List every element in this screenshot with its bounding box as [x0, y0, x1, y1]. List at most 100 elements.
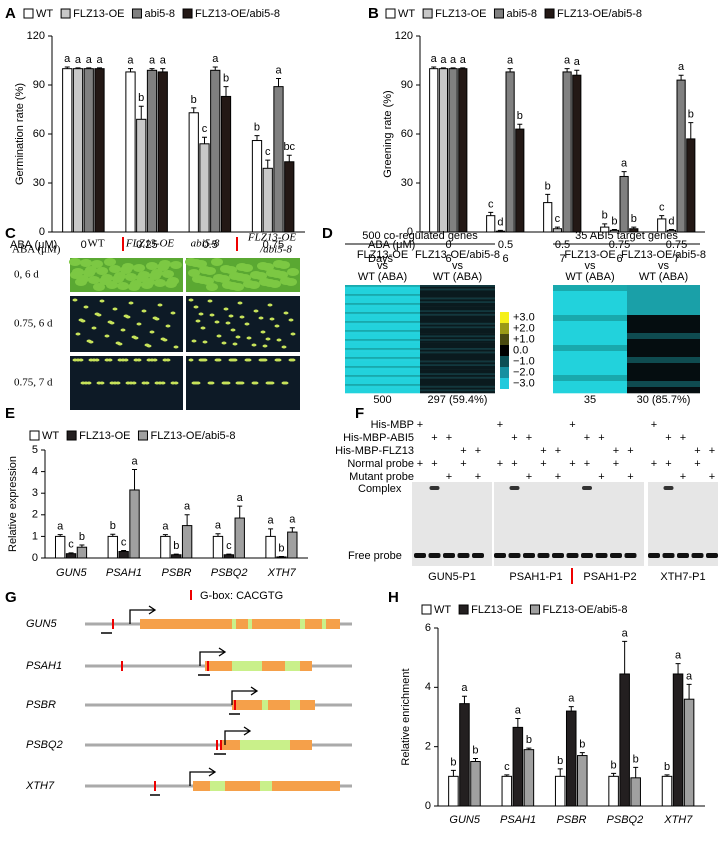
g-box-mark — [190, 590, 192, 600]
error-bar — [121, 549, 127, 552]
error-bar — [472, 758, 478, 762]
panel-label: F — [355, 405, 364, 422]
seedling — [72, 298, 78, 302]
significance-letter: b — [579, 739, 585, 751]
seedling-photo — [186, 296, 300, 352]
heatmap-stripe — [420, 294, 495, 297]
bar — [523, 749, 535, 807]
bar — [458, 68, 468, 233]
error-bar — [622, 640, 628, 674]
bar — [515, 128, 525, 233]
legend-swatch — [422, 8, 433, 19]
exon — [262, 700, 268, 710]
significance-letter: a — [686, 670, 693, 682]
seedling — [170, 311, 176, 315]
seedling — [94, 358, 100, 362]
heatmap-stripe — [420, 360, 495, 363]
seedling — [70, 271, 82, 279]
y-tick-label: 4 — [32, 466, 38, 478]
colorbar-cell — [500, 334, 509, 345]
seedling — [218, 275, 230, 283]
seedling — [207, 381, 213, 385]
heatmap-stripe — [627, 339, 700, 346]
seedling — [191, 339, 197, 343]
x-tick-label: PSAH1 — [106, 567, 142, 579]
seedling — [232, 283, 244, 291]
free-probe-band — [537, 553, 550, 558]
heatmap-stripe — [627, 375, 700, 382]
free-probe-label: Free probe — [348, 550, 402, 562]
seedling — [94, 312, 100, 316]
heatmap-stripe — [345, 364, 420, 367]
lane-sign: + — [627, 445, 633, 457]
gene-count: 297 (59.4%) — [428, 394, 488, 406]
heatmap-stripe — [345, 353, 420, 356]
seedling — [75, 332, 81, 336]
heatmap-stripe — [345, 385, 420, 388]
significance-letter: c — [226, 540, 232, 552]
seedling — [232, 342, 238, 346]
heatmap-stripe — [345, 315, 420, 318]
significance-letter: b — [254, 122, 260, 134]
heatmap-stripe — [345, 319, 420, 322]
error-bar — [450, 67, 456, 69]
panel-label: A — [5, 5, 16, 22]
significance-letter: a — [675, 650, 682, 662]
bar — [251, 140, 263, 233]
legend-swatch — [182, 8, 193, 19]
significance-letter: b — [633, 753, 639, 765]
heatmap-stripe — [420, 351, 495, 354]
lane-sign: + — [497, 419, 503, 431]
significance-letter: a — [461, 682, 468, 694]
seedling — [191, 381, 197, 385]
significance-letter: a — [212, 53, 219, 65]
y-tick-label: 4 — [425, 681, 431, 693]
heatmap-stripe — [553, 297, 627, 304]
seedling — [269, 317, 275, 321]
x-axis-label: ABA (μM) — [368, 239, 415, 251]
bar — [181, 525, 193, 559]
significance-letter: b — [611, 215, 617, 227]
x-tick-label: 0.5 — [498, 239, 513, 251]
lane-sign: + — [598, 432, 604, 444]
bar — [160, 535, 171, 559]
heatmap-stripe — [553, 375, 627, 382]
gene-name: PSAH1 — [26, 660, 62, 672]
g-box — [121, 661, 123, 671]
error-bar — [97, 67, 103, 69]
group-title: 35 ABI5 target genes — [575, 230, 678, 242]
error-bar — [686, 683, 692, 700]
seedling — [195, 260, 207, 268]
bar — [65, 553, 77, 559]
seedling — [221, 381, 227, 385]
seedling — [251, 343, 257, 347]
bar — [72, 68, 84, 233]
bar — [630, 777, 641, 807]
significance-letter: a — [460, 54, 467, 66]
y-tick-label: 60 — [401, 128, 413, 140]
y-tick-label: 2 — [425, 741, 431, 753]
heatmap-stripe — [345, 375, 420, 378]
heatmap-stripe — [420, 353, 495, 356]
heatmap-stripe — [420, 299, 495, 302]
bar — [448, 775, 459, 807]
seedling — [267, 303, 273, 307]
significance-letter: b — [278, 542, 284, 554]
heatmap-stripe — [420, 333, 495, 336]
error-bar — [611, 229, 617, 231]
lane-sign: + — [694, 445, 700, 457]
heatmap-stripe — [345, 376, 420, 379]
seedling — [107, 320, 113, 324]
heatmap-stripe — [345, 380, 420, 383]
colorbar-cell — [500, 367, 509, 378]
heatmap-stripe — [345, 297, 420, 300]
exon — [232, 619, 236, 629]
g-box — [112, 619, 114, 629]
heatmap-stripe — [345, 286, 420, 289]
heatmap-stripe — [420, 324, 495, 327]
column-label: WT (ABA) — [433, 271, 482, 283]
g-box — [220, 740, 222, 750]
x-tick-label: PSBR — [557, 814, 587, 826]
legend-label: abi5-8 — [506, 8, 537, 20]
legend-swatch — [66, 430, 77, 441]
